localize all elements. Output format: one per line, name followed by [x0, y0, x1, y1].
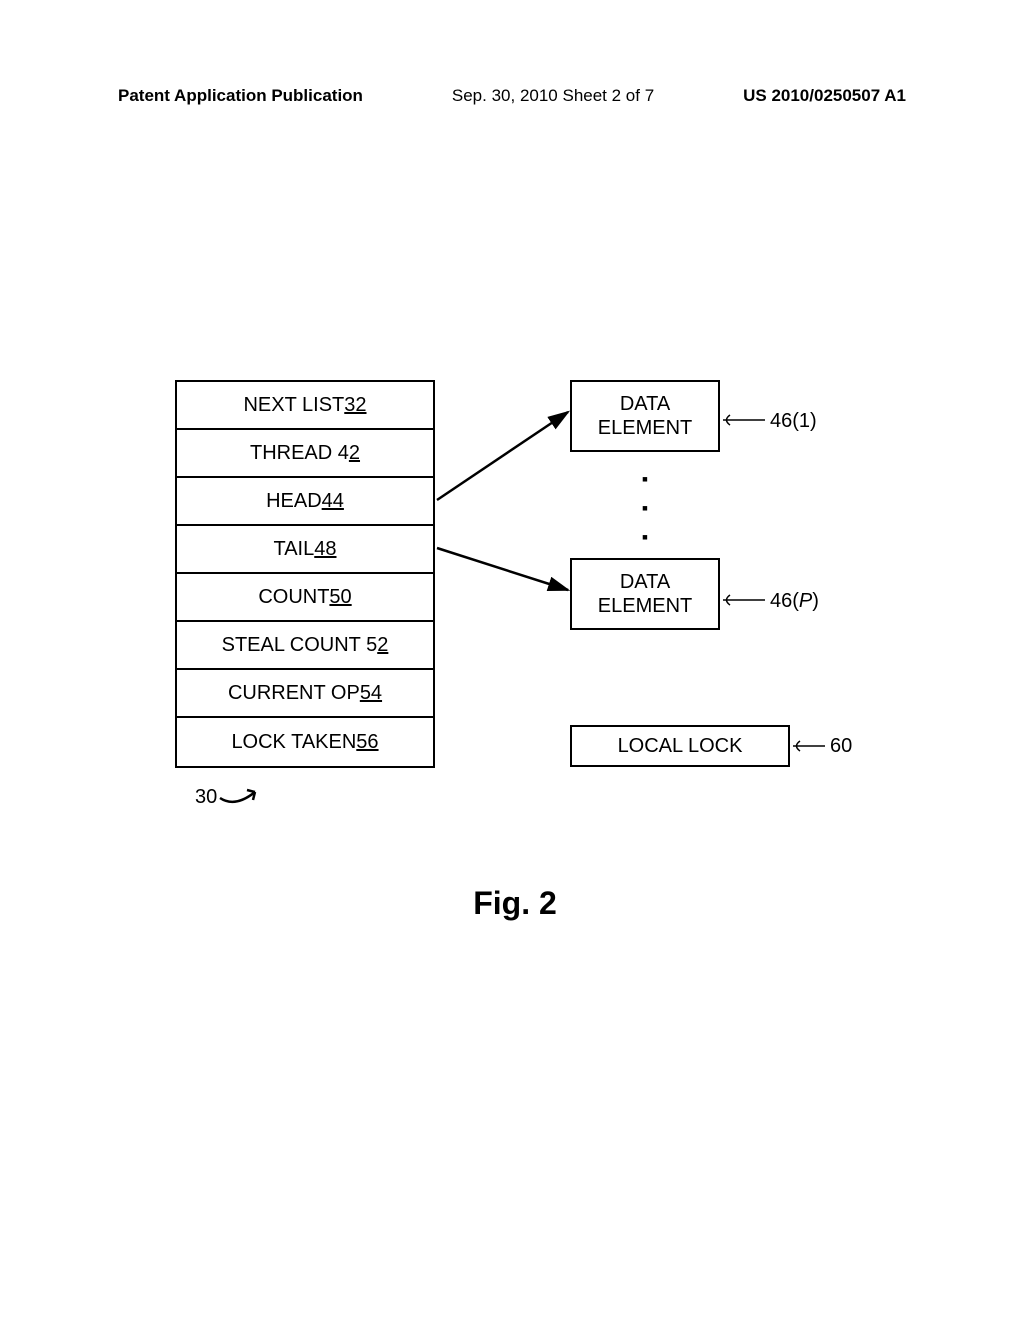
- structure-table: NEXT LIST 32 THREAD 42 HEAD 44 TAIL 48 C…: [175, 380, 435, 768]
- ref-60: 60: [830, 735, 852, 758]
- row-tail: TAIL 48: [177, 526, 433, 574]
- figure-diagram: NEXT LIST 32 THREAD 42 HEAD 44 TAIL 48 C…: [175, 380, 855, 900]
- data-element-last: DATA ELEMENT: [570, 558, 720, 630]
- ref-46-p: 46(P): [770, 590, 819, 613]
- row-lock-taken: LOCK TAKEN 56: [177, 718, 433, 766]
- data-element-label: DATA ELEMENT: [572, 392, 718, 440]
- local-lock-label: LOCAL LOCK: [618, 735, 743, 758]
- dots-ellipsis: ▪▪▪: [570, 465, 720, 551]
- row-current-op: CURRENT OP 54: [177, 670, 433, 718]
- row-head: HEAD 44: [177, 478, 433, 526]
- page-header: Patent Application Publication Sep. 30, …: [118, 86, 906, 106]
- row-count: COUNT 50: [177, 574, 433, 622]
- row-next-list: NEXT LIST 32: [177, 382, 433, 430]
- data-element-label: DATA ELEMENT: [572, 570, 718, 618]
- figure-caption: Fig. 2: [175, 885, 855, 922]
- row-thread: THREAD 42: [177, 430, 433, 478]
- header-left: Patent Application Publication: [118, 86, 363, 106]
- row-steal-count: STEAL COUNT 52: [177, 622, 433, 670]
- ref-46-1: 46(1): [770, 410, 817, 433]
- ref-30: 30: [195, 786, 217, 809]
- header-right: US 2010/0250507 A1: [743, 86, 906, 106]
- header-center: Sep. 30, 2010 Sheet 2 of 7: [452, 86, 654, 106]
- local-lock-box: LOCAL LOCK: [570, 725, 790, 767]
- data-element-first: DATA ELEMENT: [570, 380, 720, 452]
